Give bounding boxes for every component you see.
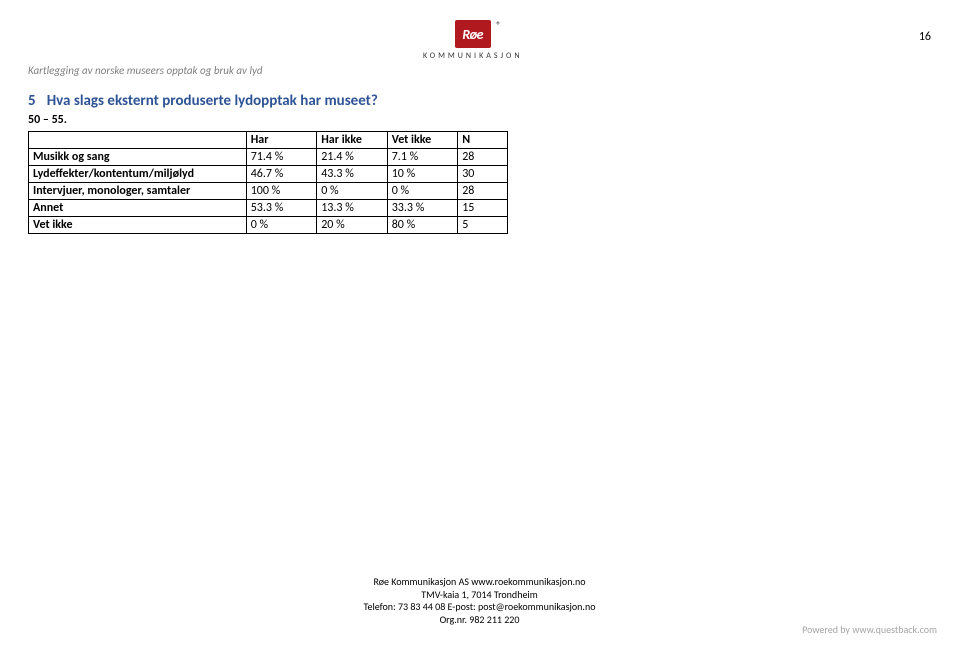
cell: 80 % bbox=[387, 217, 458, 234]
data-table: Har Har ikke Vet ikke N Musikk og sang 7… bbox=[28, 131, 508, 234]
table-col-header: Vet ikke bbox=[387, 132, 458, 149]
table-header-row: Har Har ikke Vet ikke N bbox=[29, 132, 508, 149]
cell: 43.3 % bbox=[317, 166, 388, 183]
cell: 5 bbox=[458, 217, 508, 234]
cell: 20 % bbox=[317, 217, 388, 234]
footer-line: Røe Kommunikasjon AS www.roekommunikasjo… bbox=[0, 576, 959, 589]
cell: 21.4 % bbox=[317, 149, 388, 166]
cell: 0 % bbox=[317, 183, 388, 200]
row-label: Musikk og sang bbox=[29, 149, 247, 166]
section-number: 5 bbox=[28, 92, 44, 110]
table-row: Vet ikke 0 % 20 % 80 % 5 bbox=[29, 217, 508, 234]
cell: 33.3 % bbox=[387, 200, 458, 217]
cell: 7.1 % bbox=[387, 149, 458, 166]
logo-registered: ® bbox=[496, 20, 501, 31]
table-col-header: Har bbox=[246, 132, 317, 149]
footer: Røe Kommunikasjon AS www.roekommunikasjo… bbox=[0, 576, 959, 626]
section-title: Hva slags eksternt produserte lydopptak … bbox=[47, 92, 378, 110]
cell: 28 bbox=[458, 183, 508, 200]
header-subtitle: Kartlegging av norske museers opptak og … bbox=[28, 64, 263, 77]
cell: 71.4 % bbox=[246, 149, 317, 166]
logo-badge-text: Røe bbox=[462, 26, 483, 43]
cell: 28 bbox=[458, 149, 508, 166]
table-row: Musikk og sang 71.4 % 21.4 % 7.1 % 28 bbox=[29, 149, 508, 166]
table-row: Annet 53.3 % 13.3 % 33.3 % 15 bbox=[29, 200, 508, 217]
row-label: Lydeffekter/kontentum/miljølyd bbox=[29, 166, 247, 183]
table-col-header: Har ikke bbox=[317, 132, 388, 149]
cell: 13.3 % bbox=[317, 200, 388, 217]
cell: 53.3 % bbox=[246, 200, 317, 217]
table-corner bbox=[29, 132, 247, 149]
cell: 30 bbox=[458, 166, 508, 183]
powered-by: Powered by www.questback.com bbox=[802, 623, 937, 636]
page-number: 16 bbox=[919, 30, 931, 44]
logo-badge: Røe ® bbox=[455, 20, 491, 48]
cell: 46.7 % bbox=[246, 166, 317, 183]
row-label: Vet ikke bbox=[29, 217, 247, 234]
cell: 15 bbox=[458, 200, 508, 217]
footer-line: Telefon: 73 83 44 08 E-post: post@roekom… bbox=[0, 601, 959, 614]
section-subtitle: 50 – 55. bbox=[28, 113, 931, 127]
section-heading: 5 Hva slags eksternt produserte lydoppta… bbox=[28, 92, 931, 110]
row-label: Annet bbox=[29, 200, 247, 217]
cell: 0 % bbox=[246, 217, 317, 234]
cell: 10 % bbox=[387, 166, 458, 183]
row-label: Intervjuer, monologer, samtaler bbox=[29, 183, 247, 200]
logo-word: KOMMUNIKASJON bbox=[423, 51, 523, 61]
table-row: Intervjuer, monologer, samtaler 100 % 0 … bbox=[29, 183, 508, 200]
logo: Røe ® KOMMUNIKASJON bbox=[423, 20, 523, 61]
cell: 0 % bbox=[387, 183, 458, 200]
table-col-header: N bbox=[458, 132, 508, 149]
cell: 100 % bbox=[246, 183, 317, 200]
table-row: Lydeffekter/kontentum/miljølyd 46.7 % 43… bbox=[29, 166, 508, 183]
